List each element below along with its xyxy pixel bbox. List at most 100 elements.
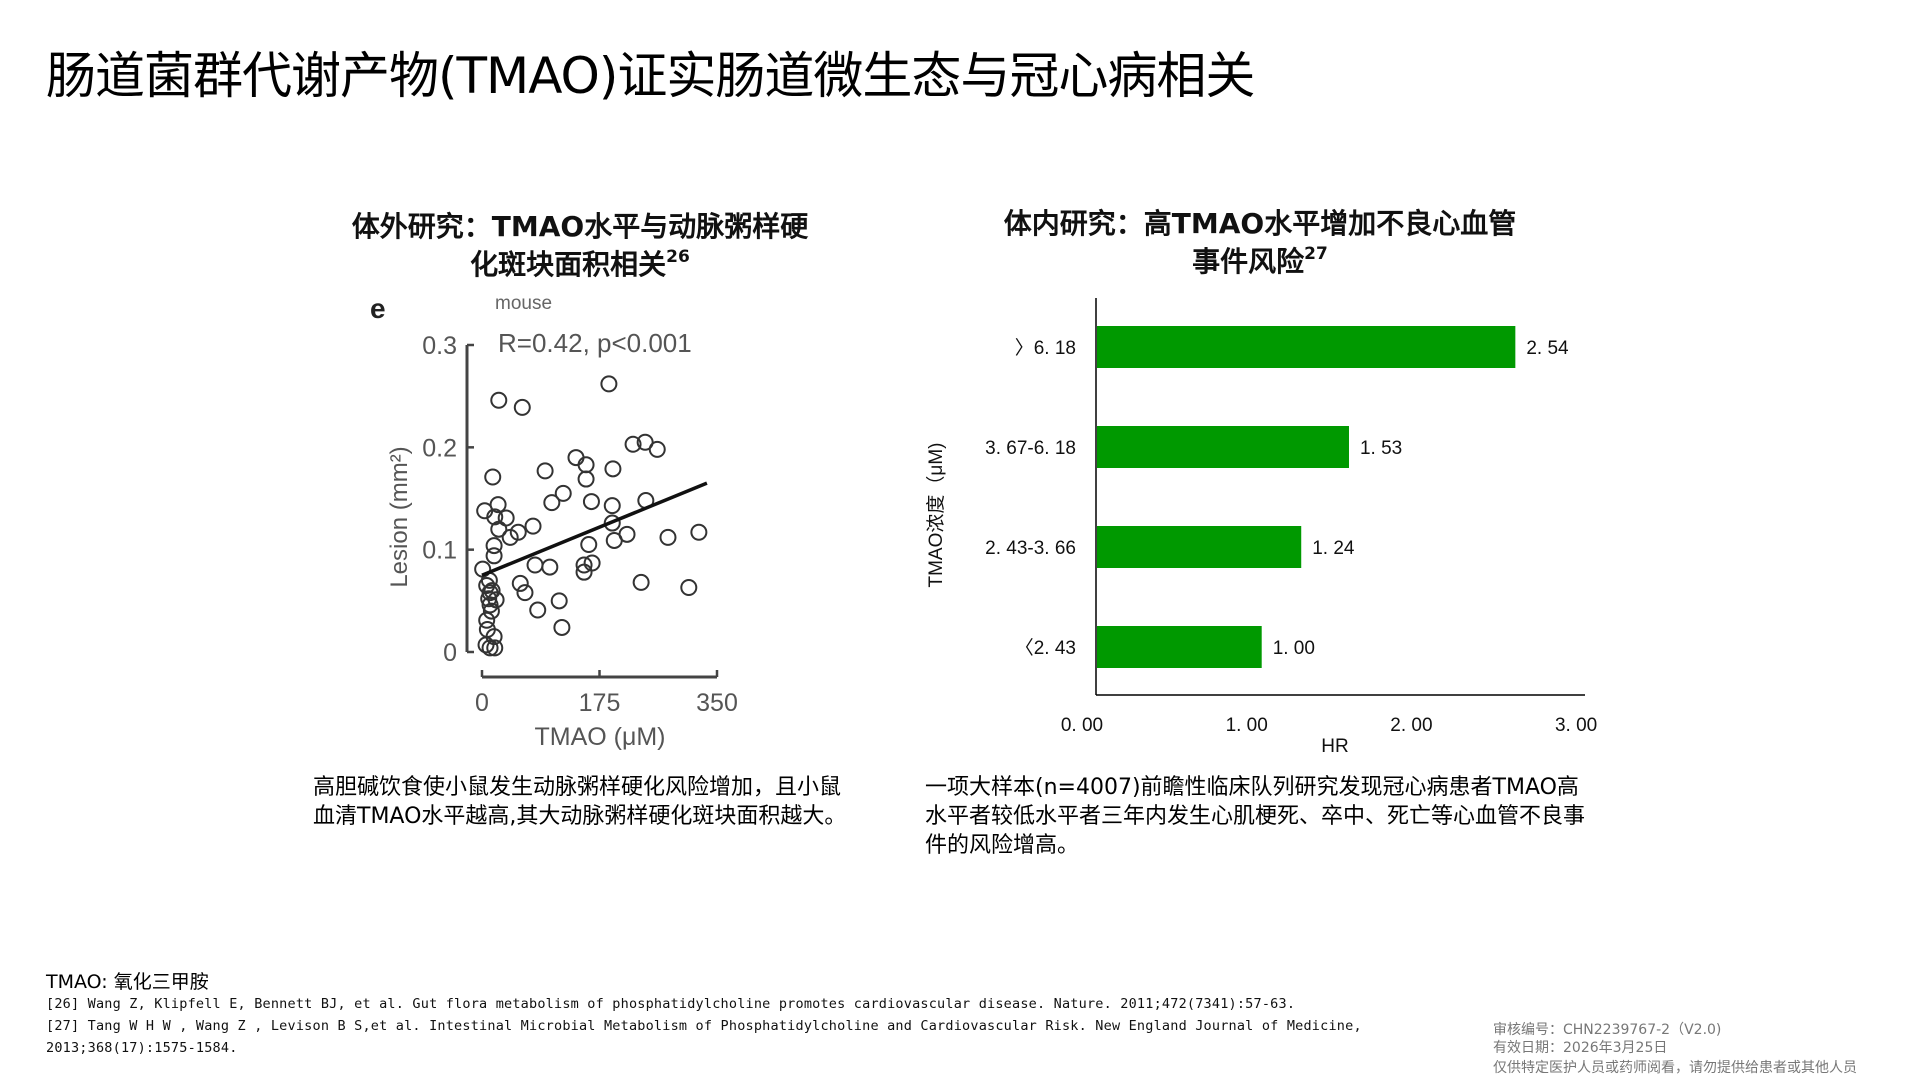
data-point	[487, 591, 505, 609]
data-point	[553, 618, 571, 636]
data-point	[567, 449, 585, 467]
data-point	[485, 537, 503, 555]
chart-annotation: R=0.42, p<0.001	[498, 328, 692, 358]
data-point	[648, 440, 666, 458]
bar	[1097, 426, 1349, 468]
valid-date: 有效日期：2026年3月25日	[1493, 1040, 1668, 1056]
data-point	[524, 517, 542, 535]
page-title: 肠道菌群代谢产物(TMAO)证实肠道微生态与冠心病相关	[46, 47, 1255, 105]
data-point	[484, 468, 502, 486]
data-point	[529, 601, 547, 619]
chart-subtitle: mouse	[495, 293, 552, 314]
right-title-line2: 事件风险	[1192, 245, 1305, 278]
bars: 〉6. 18 2. 54 3. 67-6. 18 1. 53 2. 43-3. 66 1.…	[985, 326, 1569, 668]
reference-26: [26] Wang Z, Klipfell E, Bennett BJ, et …	[46, 996, 1296, 1012]
data-point	[603, 497, 621, 515]
reference-27-cont: 2013;368(17):1575-1584.	[46, 1040, 238, 1056]
y-tick-label: 0	[443, 639, 457, 667]
data-point	[636, 433, 654, 451]
bar-value-label: 1. 53	[1360, 438, 1402, 459]
bar-x-tick-label: 2. 00	[1390, 715, 1432, 736]
data-point	[582, 493, 600, 511]
data-point	[490, 391, 508, 409]
data-point	[511, 574, 529, 592]
data-point	[680, 579, 698, 597]
x-axis: 0 175 350	[475, 670, 738, 717]
data-point	[490, 520, 508, 538]
data-point	[575, 563, 593, 581]
regression-line	[481, 481, 708, 577]
data-point	[690, 523, 708, 541]
data-point	[489, 496, 507, 514]
right-title-line2-wrap: 事件风险27	[940, 243, 1580, 281]
bar-category-label: 〉6. 18	[1015, 337, 1076, 359]
data-point	[478, 611, 496, 629]
data-point	[480, 590, 498, 608]
data-point	[600, 375, 618, 393]
left-title-line2-wrap: 化斑块面积相关26	[300, 246, 860, 284]
bar-x-tick-label: 3. 00	[1555, 715, 1597, 736]
data-point	[659, 528, 677, 546]
data-point	[482, 602, 500, 620]
panel-label: e	[370, 293, 386, 324]
bar-value-label: 1. 00	[1273, 638, 1315, 659]
data-points	[474, 375, 708, 657]
data-point	[554, 484, 572, 502]
scatter-chart: e mouse R=0.42, p<0.001 0 0.1 0.2 0.3 0 175 3…	[370, 293, 738, 751]
data-point	[624, 435, 642, 453]
data-point	[577, 470, 595, 488]
data-point	[509, 523, 527, 541]
bar-x-tick-label: 1. 00	[1226, 715, 1268, 736]
left-description: 高胆碱饮食使小鼠发生动脉粥样硬化风险增加，且小鼠血清TMAO水平越高,其大动脉粥…	[313, 775, 847, 829]
data-point	[526, 556, 544, 574]
abbreviation-note: TMAO: 氧化三甲胺	[46, 971, 209, 993]
bar	[1097, 526, 1302, 568]
x-tick-label: 175	[579, 689, 621, 717]
bar-category-label: 3. 67-6. 18	[985, 438, 1076, 459]
left-title-ref: 26	[666, 247, 690, 267]
data-point	[516, 584, 534, 602]
disclaimer: 仅供特定医护人员或药师阅看，请勿提供给患者或其他人员	[1493, 1060, 1857, 1076]
y-tick-label: 0.1	[422, 537, 457, 565]
data-point	[618, 525, 636, 543]
left-title-line2: 化斑块面积相关	[470, 248, 667, 281]
x-tick-label: 350	[696, 689, 738, 717]
data-point	[481, 639, 499, 657]
left-panel-title: 体外研究：TMAO水平与动脉粥样硬 化斑块面积相关26	[300, 208, 860, 284]
data-point	[485, 547, 503, 565]
data-point	[486, 508, 504, 526]
y-tick-label: 0.3	[422, 332, 457, 360]
data-point	[513, 398, 531, 416]
data-point	[550, 592, 568, 610]
bar-x-axis-label: HR	[1321, 736, 1348, 757]
data-point	[497, 509, 515, 527]
data-point	[604, 460, 622, 478]
data-point	[580, 536, 598, 554]
bar-x-ticks: 0. 00 1. 00 2. 00 3. 00	[1061, 715, 1597, 736]
approval-code: 审核编号：CHN2239767-2（V2.0)	[1493, 1022, 1722, 1038]
data-point	[483, 582, 501, 600]
y-axis: 0 0.1 0.2 0.3	[422, 332, 474, 667]
data-point	[486, 639, 504, 657]
bar-y-axis-label: TMAO浓度（μM)	[925, 443, 947, 588]
left-title-line1: 体外研究：TMAO水平与动脉粥样硬	[351, 210, 809, 243]
data-point	[575, 556, 593, 574]
reference-27: [27] Tang W H W , Wang Z , Levison B S,e…	[46, 1018, 1362, 1034]
x-axis-label: TMAO (μM)	[534, 723, 665, 751]
right-title-line1: 体内研究：高TMAO水平增加不良心血管	[1003, 207, 1517, 240]
bar-value-label: 1. 24	[1312, 538, 1355, 559]
bar-category-label: 〈2. 43	[1015, 637, 1076, 659]
data-point	[478, 620, 496, 638]
bar	[1097, 626, 1262, 668]
data-point	[543, 494, 561, 512]
y-axis-label: Lesion (mm²)	[386, 446, 413, 587]
right-panel-title: 体内研究：高TMAO水平增加不良心血管 事件风险27	[940, 205, 1580, 281]
right-title-ref: 27	[1304, 244, 1328, 264]
data-point	[577, 456, 595, 474]
right-description: 一项大样本(n=4007)前瞻性临床队列研究发现冠心病患者TMAO高水平者较低水…	[925, 775, 1586, 858]
bar-category-label: 2. 43-3. 66	[985, 538, 1076, 559]
data-point	[541, 558, 559, 576]
data-point	[536, 462, 554, 480]
data-point	[603, 514, 621, 532]
bar-value-label: 2. 54	[1526, 338, 1569, 359]
